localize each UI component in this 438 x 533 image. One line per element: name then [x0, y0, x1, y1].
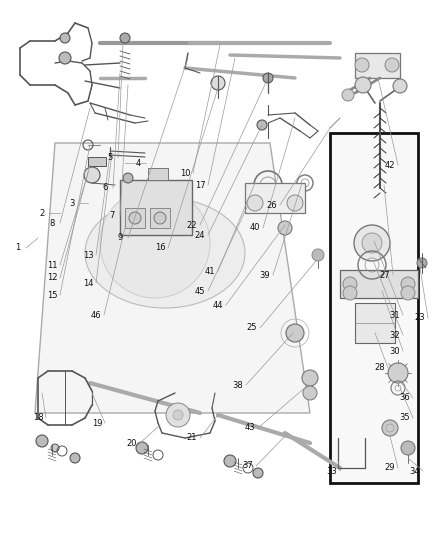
- Text: 22: 22: [187, 221, 197, 230]
- Circle shape: [355, 58, 369, 72]
- Circle shape: [302, 370, 318, 386]
- Circle shape: [173, 410, 183, 420]
- Text: 30: 30: [390, 346, 400, 356]
- Bar: [148, 168, 168, 180]
- Circle shape: [312, 249, 324, 261]
- Text: 45: 45: [195, 287, 205, 295]
- Circle shape: [51, 444, 59, 452]
- Text: 32: 32: [390, 330, 400, 340]
- Text: 5: 5: [107, 154, 113, 163]
- Bar: [245, 183, 305, 213]
- Text: 1: 1: [15, 244, 21, 253]
- Circle shape: [84, 167, 100, 183]
- Circle shape: [401, 286, 415, 300]
- Circle shape: [303, 386, 317, 400]
- Circle shape: [343, 286, 357, 300]
- Text: 18: 18: [33, 414, 43, 423]
- Circle shape: [247, 195, 263, 211]
- Bar: [125, 208, 145, 228]
- Circle shape: [401, 441, 415, 455]
- Circle shape: [59, 52, 71, 64]
- Circle shape: [123, 173, 133, 183]
- Circle shape: [278, 221, 292, 235]
- Circle shape: [60, 33, 70, 43]
- Text: 11: 11: [47, 261, 57, 270]
- Text: 46: 46: [91, 311, 101, 319]
- Text: 8: 8: [49, 219, 55, 228]
- Circle shape: [388, 363, 408, 383]
- Text: 19: 19: [92, 418, 102, 427]
- Text: 27: 27: [380, 271, 390, 279]
- Text: 7: 7: [110, 211, 115, 220]
- Ellipse shape: [85, 198, 245, 308]
- Circle shape: [211, 76, 225, 90]
- Text: 9: 9: [117, 233, 123, 243]
- Text: 28: 28: [374, 364, 385, 373]
- Circle shape: [343, 277, 357, 291]
- Polygon shape: [35, 143, 310, 413]
- Circle shape: [253, 468, 263, 478]
- Circle shape: [136, 442, 148, 454]
- Text: 13: 13: [83, 251, 93, 260]
- Text: 25: 25: [247, 324, 257, 333]
- Circle shape: [36, 435, 48, 447]
- Text: 12: 12: [47, 273, 57, 282]
- Text: 42: 42: [385, 160, 395, 169]
- Circle shape: [342, 89, 354, 101]
- Circle shape: [166, 403, 190, 427]
- Circle shape: [70, 453, 80, 463]
- Text: 3: 3: [69, 198, 75, 207]
- Text: 17: 17: [194, 181, 205, 190]
- Text: 40: 40: [250, 223, 260, 232]
- Text: 26: 26: [267, 200, 277, 209]
- Text: 39: 39: [260, 271, 270, 279]
- Text: 41: 41: [205, 266, 215, 276]
- Circle shape: [286, 324, 304, 342]
- Text: 37: 37: [243, 462, 253, 471]
- Text: 33: 33: [327, 466, 337, 475]
- Text: 20: 20: [127, 439, 137, 448]
- Text: 36: 36: [399, 393, 410, 402]
- Text: 29: 29: [385, 464, 395, 472]
- Circle shape: [224, 455, 236, 467]
- Circle shape: [354, 225, 390, 261]
- Text: 14: 14: [83, 279, 93, 287]
- Circle shape: [401, 277, 415, 291]
- Bar: [330, 133, 418, 483]
- Text: 6: 6: [102, 183, 108, 192]
- Text: 16: 16: [155, 244, 165, 253]
- Bar: [120, 180, 192, 235]
- Circle shape: [129, 212, 141, 224]
- Text: 2: 2: [39, 208, 45, 217]
- Circle shape: [393, 79, 407, 93]
- Circle shape: [355, 77, 371, 93]
- Bar: [355, 303, 395, 343]
- Text: 34: 34: [410, 466, 420, 475]
- Bar: [340, 270, 418, 298]
- Text: 44: 44: [213, 301, 223, 310]
- Circle shape: [120, 33, 130, 43]
- Circle shape: [263, 73, 273, 83]
- Text: 15: 15: [47, 290, 57, 300]
- Circle shape: [382, 420, 398, 436]
- Text: 43: 43: [245, 424, 255, 432]
- Text: 31: 31: [390, 311, 400, 319]
- Circle shape: [385, 58, 399, 72]
- Circle shape: [287, 195, 303, 211]
- Bar: [355, 53, 400, 78]
- Bar: [88, 157, 106, 166]
- Text: 24: 24: [195, 230, 205, 239]
- Text: 21: 21: [187, 433, 197, 442]
- Text: 35: 35: [400, 414, 410, 423]
- Bar: [150, 208, 170, 228]
- Circle shape: [257, 120, 267, 130]
- Circle shape: [417, 258, 427, 268]
- Circle shape: [100, 188, 210, 298]
- Text: 23: 23: [415, 313, 425, 322]
- Circle shape: [362, 233, 382, 253]
- Text: 38: 38: [233, 381, 244, 390]
- Circle shape: [154, 212, 166, 224]
- Text: 4: 4: [135, 158, 141, 167]
- Text: 10: 10: [180, 168, 190, 177]
